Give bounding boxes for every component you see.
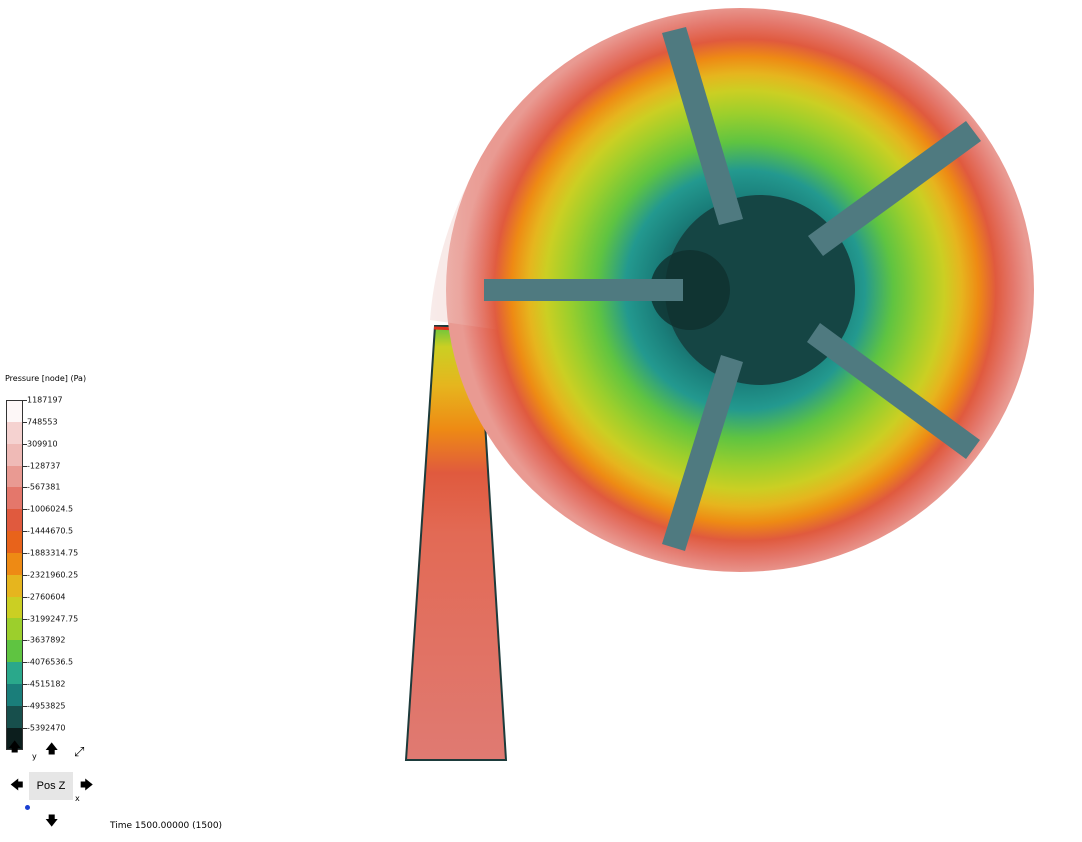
legend-swatch bbox=[6, 552, 23, 575]
x-axis-label: x bbox=[75, 794, 80, 803]
legend-swatch bbox=[6, 531, 23, 553]
legend-tick bbox=[23, 574, 27, 576]
legend-tick-label: 748553 bbox=[27, 417, 58, 427]
y-axis-label: y bbox=[32, 752, 37, 761]
legend-tick bbox=[23, 596, 27, 598]
rotor-blade-top bbox=[662, 27, 743, 225]
legend-tick bbox=[23, 618, 27, 620]
legend-tick-label: -4076536.5 bbox=[27, 657, 74, 667]
legend-tick bbox=[23, 552, 27, 554]
time-readout: Time 1500.00000 (1500) bbox=[110, 821, 223, 831]
legend-tick-label: -1006024.5 bbox=[27, 504, 74, 514]
legend-tick bbox=[23, 509, 27, 511]
legend-tick bbox=[23, 684, 27, 686]
legend-tick-label: -2321960.25 bbox=[27, 570, 79, 580]
view-pos-z-button[interactable]: Pos Z bbox=[29, 772, 73, 800]
legend-tick-label: -567381 bbox=[27, 482, 61, 492]
legend-tick-label: 1187197 bbox=[27, 395, 63, 405]
legend-tick bbox=[23, 727, 27, 729]
legend-swatch bbox=[6, 662, 23, 684]
rotor-blade-lower-right bbox=[807, 323, 980, 459]
rotor-hub bbox=[665, 195, 855, 385]
arrow-up-icon[interactable]: 🡅 bbox=[45, 742, 59, 757]
legend-swatch bbox=[6, 443, 23, 466]
legend-tick bbox=[23, 640, 27, 642]
legend-tick bbox=[23, 421, 27, 423]
legend-tick bbox=[23, 487, 27, 489]
legend-tick-label: -4953825 bbox=[27, 701, 66, 711]
legend-tick-label: -2760604 bbox=[27, 592, 66, 602]
legend-swatch bbox=[6, 487, 23, 510]
rotate-up-left-icon[interactable]: 🡅 bbox=[8, 740, 22, 755]
legend-tick bbox=[23, 400, 27, 401]
axis-origin-icon bbox=[25, 805, 30, 810]
pressure-color-scale bbox=[6, 400, 23, 750]
legend-tick-label: -1444670.5 bbox=[27, 526, 74, 536]
legend-tick-label: -3637892 bbox=[27, 635, 66, 645]
legend-tick bbox=[23, 465, 27, 467]
legend-tick-label: -5392470 bbox=[27, 723, 66, 733]
legend-swatch bbox=[6, 574, 23, 597]
legend-tick bbox=[23, 662, 27, 664]
legend-swatch bbox=[6, 509, 23, 532]
legend-swatch bbox=[6, 618, 23, 641]
legend-tick bbox=[23, 443, 27, 445]
arrow-right-icon[interactable]: 🡆 bbox=[80, 778, 94, 793]
legend-tick-label: -4515182 bbox=[27, 679, 66, 689]
legend-tick bbox=[23, 531, 27, 533]
legend-swatch bbox=[6, 421, 23, 444]
hub-core bbox=[650, 250, 730, 330]
legend-swatch bbox=[6, 683, 23, 706]
legend-tick-label: -128737 bbox=[27, 461, 61, 471]
legend-swatch bbox=[6, 596, 23, 619]
legend-swatch bbox=[6, 705, 23, 728]
legend-swatch bbox=[6, 465, 23, 488]
chamber-edge-highlight bbox=[430, 20, 660, 330]
legend-tick-label: -1883314.75 bbox=[27, 548, 79, 558]
arrow-down-icon[interactable]: 🡇 bbox=[45, 814, 59, 829]
rotor-blade-upper-right bbox=[808, 121, 981, 256]
legend-swatch bbox=[6, 640, 23, 663]
legend-swatch bbox=[6, 400, 23, 422]
legend-tick-label: 309910 bbox=[27, 439, 58, 449]
rotor-blade-bottom bbox=[662, 355, 743, 551]
legend-title: Pressure [node] (Pa) bbox=[5, 374, 87, 383]
rotor-blade-left bbox=[484, 279, 683, 301]
legend-tick bbox=[23, 705, 27, 707]
maximize-icon[interactable]: ⤢ bbox=[74, 745, 85, 760]
arrow-left-icon[interactable]: 🡄 bbox=[10, 778, 24, 793]
legend-tick-label: -3199247.75 bbox=[27, 614, 79, 623]
legend-swatch bbox=[6, 727, 23, 750]
